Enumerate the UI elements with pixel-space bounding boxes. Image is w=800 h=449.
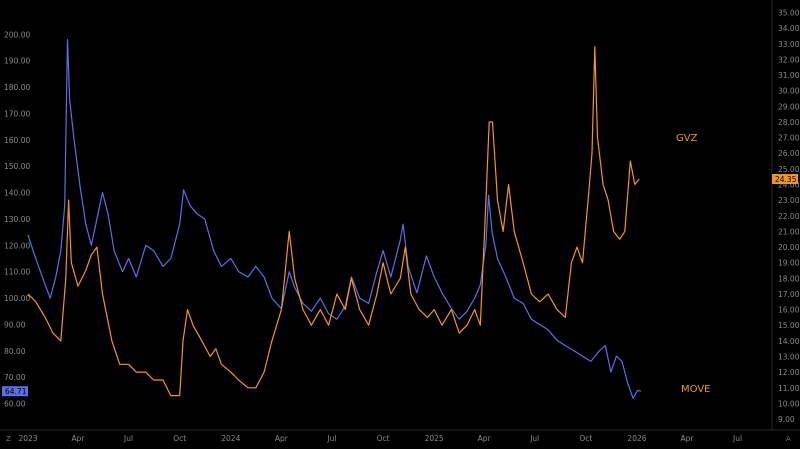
series-line-move [27,39,642,399]
x-tick-label: 2025 [425,434,444,443]
left-tick-label: 120.00 [4,241,30,250]
left-tick-label: 130.00 [4,215,30,224]
left-tick-label: 100.00 [4,294,30,303]
x-axis: 2023 Apr Jul Oct 2024 Apr Jul Oct 2025 Apr Jul Oct 2… [18,434,742,443]
right-tick-label: 14.00 [778,337,800,346]
right-tick-label: 9.00 [778,415,795,424]
x-tick-label: 2026 [627,434,646,443]
right-tick-label: 11.00 [778,384,800,393]
right-tick-label: 24.00 [778,181,800,190]
move-last-value-text: 64.71 [5,387,27,396]
right-tick-label: 35.00 [778,9,800,18]
series-label-move: MOVE [681,384,710,395]
x-tick-label: Jul [732,434,742,443]
right-tick-label: 23.00 [778,196,800,205]
right-tick-label: 17.00 [778,290,800,299]
series-layer [27,39,642,399]
right-tick-label: 26.00 [778,149,800,158]
x-tick-label: Jul [326,434,336,443]
gvz-last-value-text: 24.35 [775,175,797,184]
x-tick-label: Apr [275,434,289,443]
left-tick-label: 110.00 [4,268,30,277]
series-line-gvz [27,46,640,397]
right-tick-label: 30.00 [778,87,800,96]
right-tick-label: 20.00 [778,243,800,252]
bottom-right-corner-button[interactable]: A [786,435,791,443]
right-tick-label: 22.00 [778,212,800,221]
right-axis: 9.00 10.00 11.00 12.00 13.00 14.00 15.00 16.00 1… [778,9,800,425]
left-tick-label: 150.00 [4,162,30,171]
right-tick-label: 13.00 [778,353,800,362]
right-tick-label: 31.00 [778,71,800,80]
right-tick-label: 25.00 [778,165,800,174]
x-tick-label: Oct [579,434,592,443]
x-tick-label: Jul [529,434,539,443]
right-tick-label: 28.00 [778,118,800,127]
right-tick-label: 15.00 [778,321,800,330]
right-tick-label: 12.00 [778,368,800,377]
x-tick-label: Jul [123,434,133,443]
gvz-last-value-badge [772,174,798,185]
right-tick-label: 33.00 [778,40,800,49]
left-tick-label: 160.00 [4,136,30,145]
left-tick-label: 70.00 [4,373,26,382]
right-tick-label: 27.00 [778,134,800,143]
left-tick-label: 180.00 [4,83,30,92]
x-tick-label: Apr [478,434,492,443]
right-tick-label: 29.00 [778,102,800,111]
left-tick-label: 170.00 [4,109,30,118]
right-tick-label: 34.00 [778,24,800,33]
left-tick-label: 190.00 [4,57,30,66]
x-tick-label: Apr [72,434,86,443]
left-axis: 60.00 70.00 80.00 90.00 100.00 110.00 120.00 13… [4,30,30,408]
right-tick-label: 18.00 [778,274,800,283]
label-layer: GVZ MOVE 24.35 64.71 [2,133,798,397]
x-tick-label: Apr [680,434,694,443]
left-tick-label: 80.00 [4,347,26,356]
move-last-value-badge [2,386,28,397]
left-tick-label: 200.00 [4,30,30,39]
x-tick-label: 2023 [18,434,37,443]
right-tick-label: 32.00 [778,55,800,64]
left-tick-label: 60.00 [4,400,26,409]
left-tick-label: 140.00 [4,189,30,198]
right-tick-label: 10.00 [778,399,800,408]
right-tick-label: 21.00 [778,227,800,236]
right-tick-label: 16.00 [778,306,800,315]
right-tick-label: 19.00 [778,259,800,268]
x-tick-label: Oct [377,434,390,443]
bottom-left-corner-button[interactable]: Z [6,435,11,443]
x-tick-label: Oct [173,434,186,443]
x-tick-label: 2024 [221,434,240,443]
left-tick-label: 90.00 [4,320,26,329]
series-label-gvz: GVZ [676,133,698,144]
